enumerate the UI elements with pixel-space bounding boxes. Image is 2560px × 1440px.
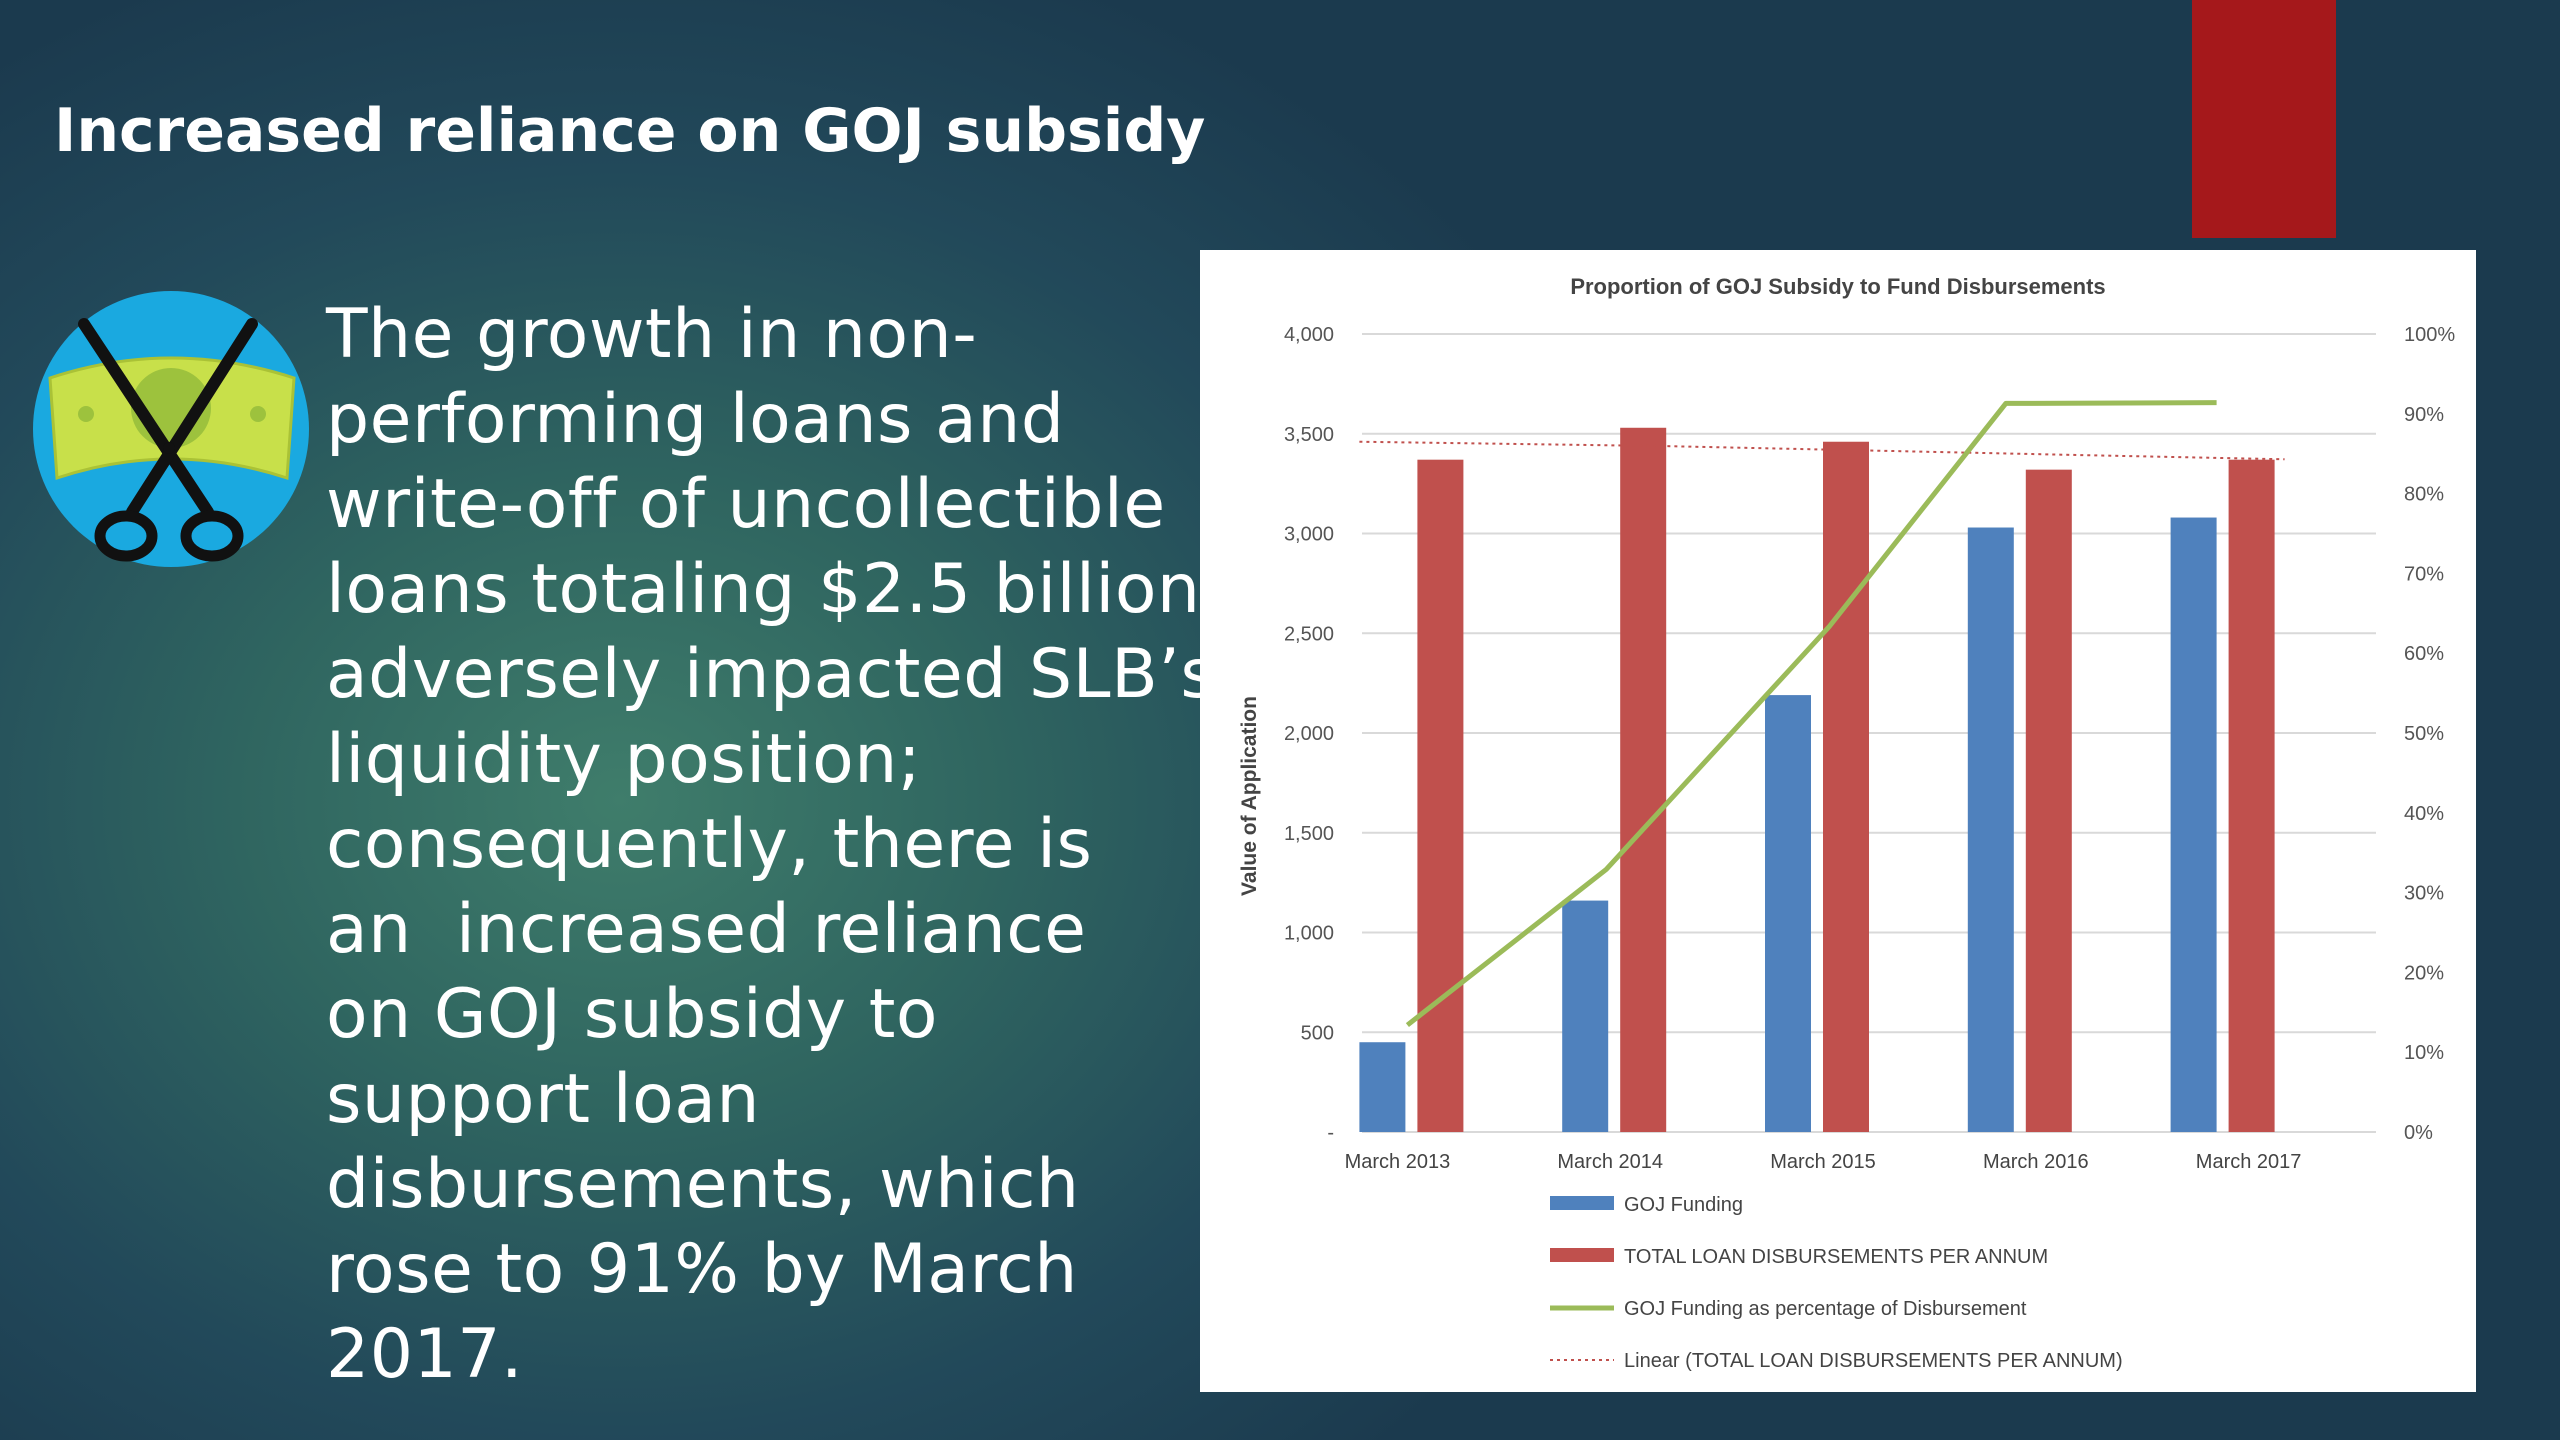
y2-tick-label: 100% [2404,324,2455,346]
scissors-money-icon [32,290,310,568]
y-tick-label: 4,000 [1284,324,1334,346]
y-tick-label: 1,000 [1284,923,1334,945]
y2-tick-label: 50% [2404,723,2444,745]
y2-tick-label: 60% [2404,643,2444,665]
chart: - 500 1,000 1,500 2,000 2,500 3,000 3,500 4,000 0… [1238,274,2455,1372]
accent-tab [2192,0,2336,238]
y-tick-label: 3,000 [1284,524,1334,546]
body-text-line: support loan [326,1060,760,1139]
body-text-line: liquidity position; [326,720,922,799]
body-text-line: disbursements, which [326,1145,1080,1224]
x-tick-label: March 2014 [1557,1151,1663,1173]
bar-goj-funding [2170,517,2217,1132]
chart-card: - 500 1,000 1,500 2,000 2,500 3,000 3,500 4,000 0… [1200,250,2476,1392]
legend-swatch [1550,1196,1614,1210]
bar-total-loan-disbursements [2228,459,2275,1132]
y-tick-label: 500 [1301,1022,1334,1044]
y2-tick-label: 0% [2404,1122,2433,1144]
legend-label: GOJ Funding [1624,1194,1743,1216]
y2-tick-label: 90% [2404,404,2444,426]
y-tick-label: 3,500 [1284,424,1334,446]
trendline-total-loan-disbursements [1359,440,2285,461]
y2-tick-label: 20% [2404,962,2444,984]
slide-title: Increased reliance on GOJ subsidy [54,96,1206,166]
bar-goj-funding [1765,695,1811,1132]
bar-total-loan-disbursements [1620,427,1667,1132]
line-goj-funding-percentage [1405,400,2217,1028]
y2-tick-label: 70% [2404,563,2444,585]
x-tick-label: March 2015 [1770,1151,1876,1173]
x-tick-label: March 2013 [1345,1151,1451,1173]
body-text-line: adversely impacted SLB’s [326,635,1217,714]
y2-tick-label: 80% [2404,484,2444,506]
body-text-line: The growth in non- [326,295,978,374]
body-text-line: loans totaling $2.5 billion, [326,550,1223,629]
slide-body-text: The growth in non-performing loans and wr… [326,292,1223,1397]
legend-label: Linear (TOTAL LOAN DISBURSEMENTS PER ANN… [1624,1350,2123,1372]
y-axis-label: Value of Application [1238,696,1261,896]
y2-tick-label: 40% [2404,803,2444,825]
body-text-line: performing loans and [326,380,1065,459]
y-tick-label: 2,500 [1284,623,1334,645]
bar-goj-funding [1967,527,2014,1132]
legend-label: GOJ Funding as percentage of Disbursemen… [1624,1298,2027,1320]
bar-total-loan-disbursements [1417,459,1464,1132]
chart-title: Proportion of GOJ Subsidy to Fund Disbur… [1570,274,2105,299]
y-tick-label: 1,500 [1284,823,1334,845]
body-text-line: on GOJ subsidy to [326,975,938,1054]
bar-total-loan-disbursements [1823,441,1869,1132]
y-tick-label: 2,000 [1284,723,1334,745]
body-text-line: 2017. [326,1315,524,1394]
y2-tick-label: 10% [2404,1042,2444,1064]
y-tick-label: - [1327,1122,1334,1144]
body-text-line: consequently, there is [326,805,1093,884]
body-text-line: an increased reliance [326,890,1087,969]
body-text-line: rose to 91% by March [326,1230,1078,1309]
bar-goj-funding [1562,900,1609,1132]
x-tick-label: March 2016 [1983,1151,2089,1173]
legend-swatch [1550,1248,1614,1262]
bar-total-loan-disbursements [2025,469,2072,1132]
bar-goj-funding [1359,1042,1406,1132]
x-tick-label: March 2017 [2196,1151,2302,1173]
y2-tick-label: 30% [2404,883,2444,905]
legend-label: TOTAL LOAN DISBURSEMENTS PER ANNUM [1624,1246,2048,1268]
body-text-line: write-off of uncollectible [326,465,1166,544]
